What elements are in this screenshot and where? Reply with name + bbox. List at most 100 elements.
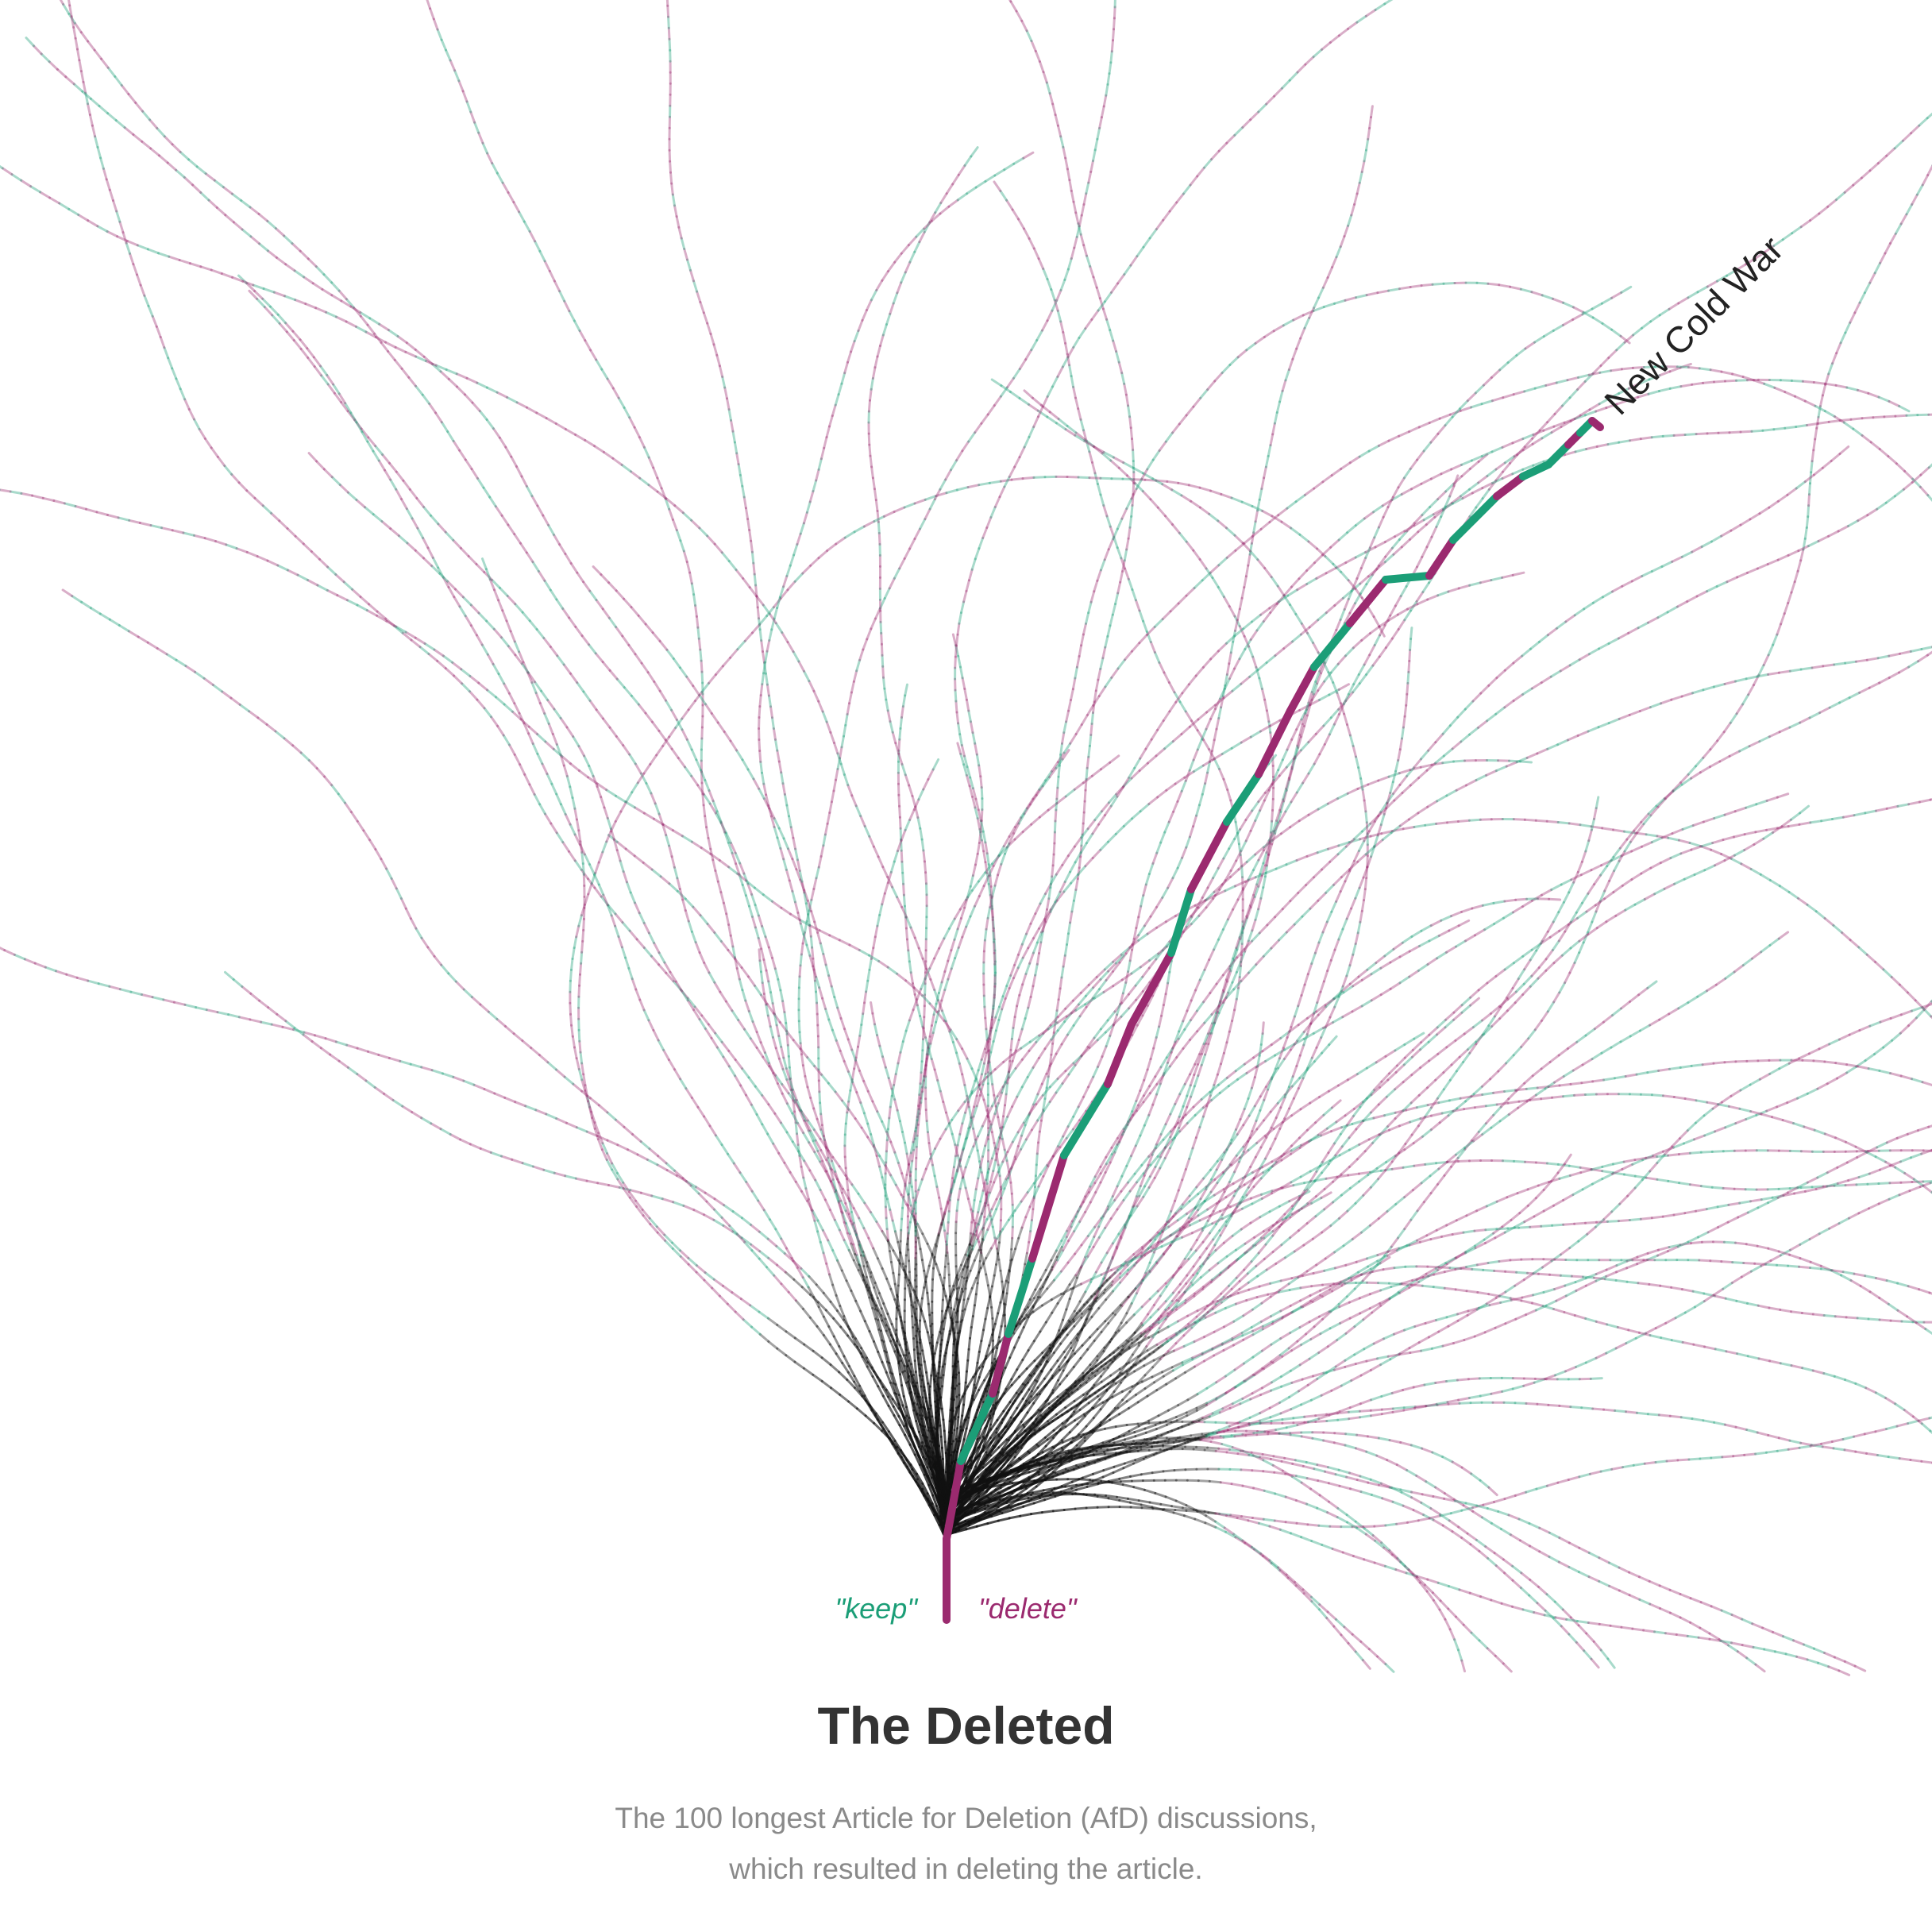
branch-segment bbox=[1288, 1390, 1300, 1398]
branch-segment bbox=[986, 1519, 1000, 1525]
branch-segment bbox=[340, 401, 349, 413]
branch-segment bbox=[1481, 1078, 1492, 1088]
branch-segment bbox=[293, 1026, 305, 1036]
branch-segment bbox=[1233, 1379, 1246, 1389]
branch-segment bbox=[1214, 1241, 1225, 1252]
branch-segment bbox=[828, 800, 833, 814]
branch-segment bbox=[1148, 1501, 1163, 1506]
branch-segment bbox=[1086, 1458, 1099, 1464]
branch-segment bbox=[1271, 1315, 1285, 1323]
branch-segment bbox=[1109, 329, 1115, 342]
branch-segment bbox=[1695, 756, 1705, 768]
branch-segment bbox=[1182, 915, 1193, 926]
branch-segment bbox=[1054, 1467, 1067, 1475]
branch-segment bbox=[1239, 1449, 1253, 1454]
branch-segment bbox=[1173, 1468, 1187, 1472]
branch-segment bbox=[1147, 862, 1155, 876]
branch-segment bbox=[1236, 831, 1240, 846]
branch-segment bbox=[1642, 814, 1652, 826]
discussion-branches bbox=[0, 0, 1932, 1676]
branch-segment bbox=[1239, 927, 1245, 940]
branch-segment bbox=[1130, 1359, 1142, 1369]
branch-segment bbox=[1095, 1292, 1105, 1303]
branch-segment bbox=[1093, 1284, 1104, 1296]
branch-segment bbox=[1753, 673, 1760, 687]
branch-segment bbox=[312, 356, 322, 368]
branch-segment bbox=[1121, 1440, 1135, 1444]
branch-segment bbox=[750, 1190, 760, 1202]
branch-segment bbox=[1028, 1379, 1037, 1391]
branch-segment bbox=[989, 1295, 993, 1309]
branch-segment bbox=[1730, 1641, 1744, 1647]
branch-segment bbox=[1305, 1477, 1320, 1483]
branch-segment bbox=[1520, 1571, 1532, 1581]
branch-segment bbox=[1810, 460, 1814, 474]
branch-segment bbox=[1568, 962, 1576, 974]
branch-segment bbox=[1579, 823, 1593, 828]
branch-segment bbox=[1227, 1078, 1239, 1088]
branch-segment bbox=[1105, 515, 1112, 528]
branch-segment bbox=[1521, 899, 1533, 908]
branch-segment bbox=[943, 1305, 949, 1320]
branch-segment bbox=[1376, 1254, 1386, 1266]
branch-segment bbox=[1171, 1282, 1182, 1294]
branch-segment bbox=[860, 1126, 870, 1139]
branch-segment bbox=[179, 151, 191, 161]
branch-segment bbox=[1233, 828, 1242, 841]
branch-segment bbox=[148, 118, 159, 129]
branch-segment bbox=[1197, 898, 1208, 909]
branch-segment bbox=[1120, 946, 1132, 956]
branch-segment bbox=[897, 793, 901, 808]
branch-segment bbox=[1074, 1264, 1083, 1277]
branch-segment bbox=[494, 505, 503, 517]
branch-segment bbox=[1298, 1383, 1309, 1393]
branch-segment bbox=[1745, 1243, 1759, 1248]
branch-segment bbox=[1223, 1142, 1232, 1154]
branch-segment bbox=[1499, 996, 1509, 1008]
branch-segment bbox=[503, 682, 511, 695]
branch-segment bbox=[1401, 935, 1413, 944]
branch-segment bbox=[854, 1233, 862, 1247]
branch-segment bbox=[1318, 1494, 1330, 1503]
branch-segment bbox=[1106, 1257, 1114, 1271]
branch-segment bbox=[1113, 1264, 1125, 1275]
branch-segment bbox=[1192, 748, 1199, 762]
branch-segment bbox=[976, 1212, 983, 1225]
branch-segment bbox=[1148, 1251, 1155, 1264]
branch-segment bbox=[1238, 1272, 1249, 1282]
branch-segment bbox=[1793, 569, 1799, 584]
branch-segment bbox=[486, 653, 495, 665]
branch-segment bbox=[1437, 1099, 1451, 1105]
branch-segment bbox=[1432, 1495, 1446, 1500]
branch-segment bbox=[1026, 1485, 1038, 1494]
branch-segment bbox=[1113, 1438, 1126, 1444]
branch-segment bbox=[1119, 1263, 1129, 1275]
branch-segment bbox=[1289, 819, 1301, 829]
branch-segment bbox=[1878, 1318, 1892, 1322]
branch-segment bbox=[1149, 1232, 1161, 1242]
branch-segment bbox=[1424, 1319, 1437, 1325]
branch-segment bbox=[1217, 1076, 1228, 1086]
branch-segment bbox=[792, 1259, 803, 1270]
branch-segment bbox=[1595, 1352, 1608, 1359]
branch-segment bbox=[618, 1186, 632, 1192]
branch-segment bbox=[1542, 1180, 1552, 1191]
branch-segment bbox=[1228, 651, 1232, 665]
branch-segment bbox=[373, 1086, 386, 1095]
branch-segment bbox=[1122, 1258, 1134, 1267]
branch-segment bbox=[1415, 591, 1425, 603]
branch-segment bbox=[939, 1273, 944, 1287]
branch-segment bbox=[548, 269, 556, 283]
branch-segment bbox=[1336, 1174, 1350, 1178]
branch-segment bbox=[703, 792, 711, 805]
branch-segment bbox=[697, 637, 702, 651]
branch-segment bbox=[844, 1111, 849, 1125]
branch-segment bbox=[1221, 1163, 1233, 1174]
branch-segment bbox=[1225, 1070, 1237, 1079]
branch-segment bbox=[1542, 1204, 1555, 1213]
branch-segment bbox=[950, 459, 958, 472]
branch-segment bbox=[1010, 1155, 1016, 1169]
branch-segment bbox=[1389, 981, 1402, 990]
branch-segment bbox=[1456, 819, 1471, 823]
branch-segment bbox=[294, 534, 305, 546]
